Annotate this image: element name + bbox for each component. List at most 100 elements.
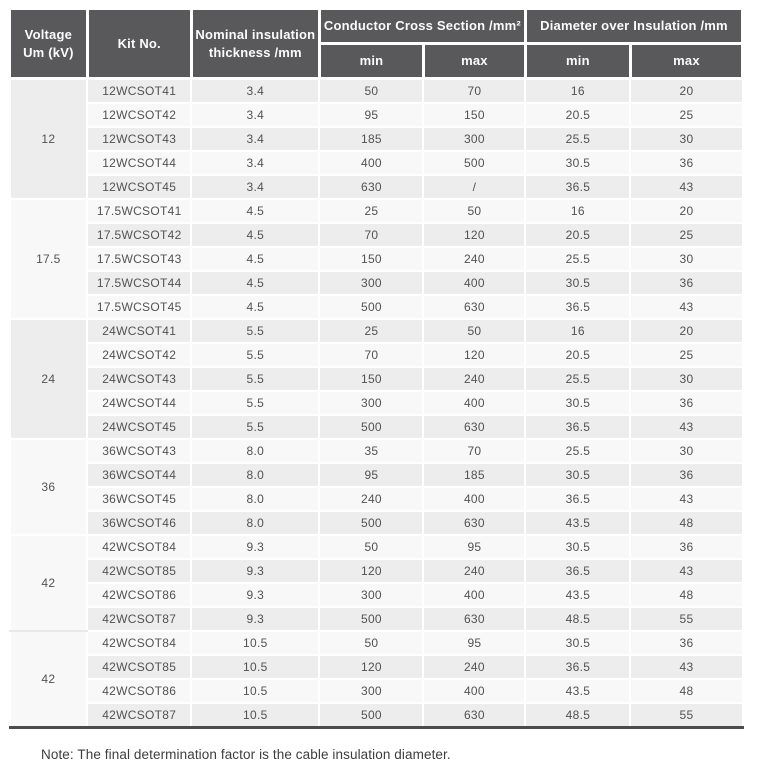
dia-max-cell: 43 (629, 486, 744, 512)
dia-min-cell: 36.5 (524, 654, 632, 680)
dia-min-cell: 30.5 (524, 270, 632, 296)
kit-no-cell: 36WCSOT45 (86, 486, 193, 512)
kit-no-cell: 36WCSOT46 (86, 510, 193, 536)
thickness-cell: 10.5 (190, 702, 321, 729)
ccs-min-cell: 150 (318, 246, 425, 272)
thickness-cell: 5.5 (190, 414, 321, 440)
dia-max-cell: 36 (629, 150, 744, 176)
ccs-max-cell: 240 (422, 654, 527, 680)
table-row: 24WCSOT45 5.5 500 630 36.5 43 (10, 414, 744, 440)
ccs-min-cell: 70 (318, 222, 425, 248)
dia-min-cell: 20.5 (524, 342, 632, 368)
dia-max-cell: 43 (629, 414, 744, 440)
ccs-min-cell: 95 (318, 102, 425, 128)
ccs-max-cell: 240 (422, 558, 527, 584)
kit-no-cell: 17.5WCSOT44 (86, 270, 193, 296)
kit-no-cell: 24WCSOT44 (86, 390, 193, 416)
ccs-min-cell: 150 (318, 366, 425, 392)
kit-no-cell: 42WCSOT85 (86, 558, 193, 584)
header-conductor-cross-section-label: Conductor Cross Section /mm² (323, 18, 521, 34)
table-row: 42WCSOT87 10.5 500 630 48.5 55 (10, 702, 744, 729)
dia-min-cell: 48.5 (524, 702, 632, 729)
kit-no-cell: 36WCSOT44 (86, 462, 193, 488)
thickness-cell: 8.0 (190, 462, 321, 488)
ccs-max-cell: 300 (422, 126, 527, 152)
dia-max-cell: 36 (629, 462, 744, 488)
kit-no-cell: 24WCSOT45 (86, 414, 193, 440)
thickness-cell: 9.3 (190, 534, 321, 560)
table-row: 12 12WCSOT41 3.4 50 70 16 20 (8, 77, 744, 200)
thickness-cell: 4.5 (190, 270, 321, 296)
table-row: 36WCSOT45 8.0 240 400 36.5 43 (10, 486, 744, 512)
header-kit-no: Kit No. (85, 7, 193, 80)
thickness-cell: 3.4 (190, 77, 321, 104)
thickness-cell: 5.5 (190, 390, 321, 416)
ccs-max-cell: 185 (422, 462, 527, 488)
table-row: 42 42WCSOT84 10.5 50 95 30.5 36 (8, 630, 744, 729)
ccs-max-cell: 50 (422, 198, 527, 224)
thickness-cell: 3.4 (190, 102, 321, 128)
ccs-max-cell: 630 (422, 606, 527, 632)
dia-max-cell: 43 (629, 174, 744, 200)
header-dia-min: min (523, 42, 632, 80)
ccs-min-cell: 300 (318, 678, 425, 704)
ccs-max-cell: 400 (422, 390, 527, 416)
dia-min-cell: 36.5 (524, 486, 632, 512)
table-row: 17.5WCSOT43 4.5 150 240 25.5 30 (10, 246, 744, 272)
thickness-cell: 10.5 (190, 630, 321, 656)
ccs-max-cell: 240 (422, 246, 527, 272)
dia-max-cell: 20 (629, 198, 744, 224)
voltage-cell: 42 (8, 630, 89, 729)
ccs-max-cell: 120 (422, 342, 527, 368)
thickness-cell: 3.4 (190, 126, 321, 152)
kit-no-cell: 12WCSOT45 (86, 174, 193, 200)
table-header: Voltage Um (kV) Kit No. Nominal insulati… (8, 7, 745, 80)
dia-max-cell: 55 (629, 702, 744, 729)
ccs-min-cell: 500 (318, 294, 425, 320)
ccs-max-cell: / (422, 174, 527, 200)
thickness-cell: 8.0 (190, 510, 321, 536)
table-body: 12 12WCSOT41 3.4 50 70 16 20 12WCSOT42 3.4 95 150 2… (8, 77, 744, 729)
thickness-cell: 5.5 (190, 318, 321, 344)
kit-no-cell: 36WCSOT43 (86, 438, 193, 464)
dia-max-cell: 20 (629, 318, 744, 344)
dia-max-cell: 55 (629, 606, 744, 632)
table-row: 17.5WCSOT42 4.5 70 120 20.5 25 (10, 222, 744, 248)
ccs-min-cell: 500 (318, 414, 425, 440)
ccs-min-cell: 50 (318, 534, 425, 560)
ccs-max-cell: 120 (422, 222, 527, 248)
table-row: 42 42WCSOT84 9.3 50 95 30.5 36 (8, 534, 744, 632)
ccs-max-cell: 400 (422, 486, 527, 512)
thickness-cell: 4.5 (190, 222, 321, 248)
header-voltage-line2: Um (kV) (23, 44, 74, 60)
thickness-cell: 5.5 (190, 366, 321, 392)
table-row: 17.5 17.5WCSOT41 4.5 25 50 16 20 (8, 198, 744, 320)
dia-min-cell: 48.5 (524, 606, 632, 632)
ccs-max-cell: 630 (422, 414, 527, 440)
ccs-min-cell: 185 (318, 126, 425, 152)
dia-min-cell: 30.5 (524, 534, 632, 560)
table-row: 24WCSOT42 5.5 70 120 20.5 25 (10, 342, 744, 368)
dia-max-cell: 43 (629, 558, 744, 584)
header-diameter-over-insulation-label: Diameter over Insulation /mm (540, 18, 728, 34)
dia-min-cell: 43.5 (524, 510, 632, 536)
kit-no-cell: 42WCSOT86 (86, 678, 193, 704)
thickness-cell: 8.0 (190, 438, 321, 464)
dia-max-cell: 25 (629, 342, 744, 368)
thickness-cell: 4.5 (190, 246, 321, 272)
dia-min-cell: 43.5 (524, 678, 632, 704)
header-ccs-max: max (421, 42, 527, 80)
voltage-cell: 17.5 (8, 198, 89, 320)
thickness-cell: 3.4 (190, 150, 321, 176)
header-thickness: Nominal insulation thickness /mm (189, 7, 321, 80)
header-conductor-cross-section: Conductor Cross Section /mm² (317, 7, 527, 45)
dia-max-cell: 36 (629, 390, 744, 416)
kit-no-cell: 12WCSOT42 (86, 102, 193, 128)
dia-min-cell: 30.5 (524, 630, 632, 656)
thickness-cell: 3.4 (190, 174, 321, 200)
header-voltage-line1: Voltage (24, 26, 73, 42)
header-thickness-line1: Nominal insulation (195, 26, 316, 42)
dia-max-cell: 25 (629, 222, 744, 248)
kit-no-cell: 24WCSOT43 (86, 366, 193, 392)
voltage-cell: 42 (8, 534, 89, 632)
